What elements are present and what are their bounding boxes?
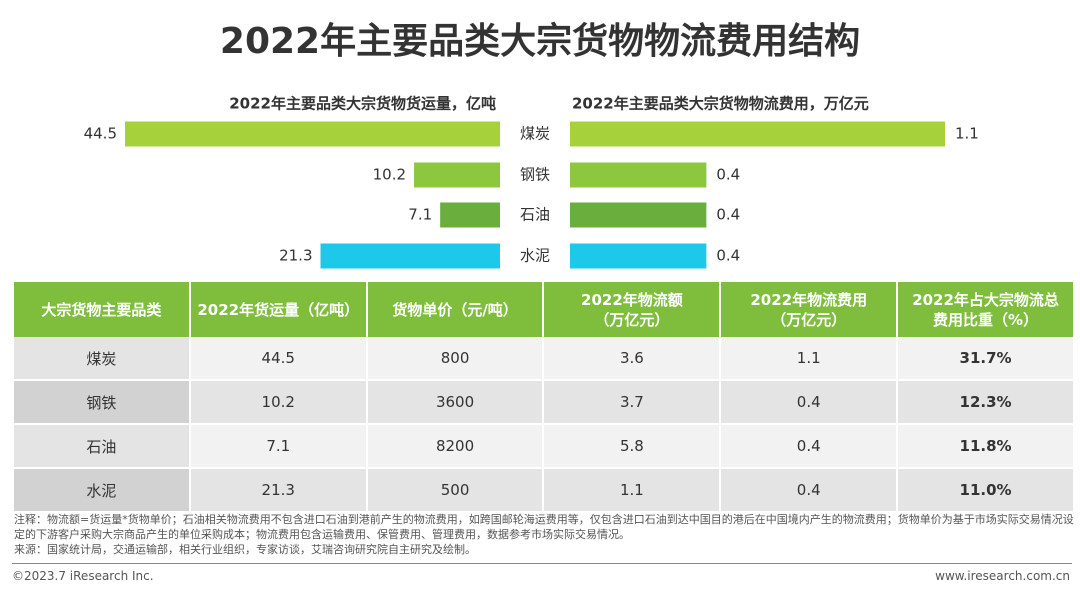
value-label: 0.4 xyxy=(716,247,740,265)
header-cell: 2022年占大宗物流总 费用比重（%） xyxy=(898,282,1073,337)
category-label: 煤炭 xyxy=(520,125,550,143)
value-label: 0.4 xyxy=(716,206,740,224)
table-cell: 1.1 xyxy=(544,469,720,513)
table-cell: 11.0% xyxy=(898,469,1073,513)
table-cell: 水泥 xyxy=(14,469,189,513)
header-cell: 货物单价（元/吨） xyxy=(367,282,543,337)
data-table: 大宗货物主要品类 2022年货运量（亿吨） 货物单价（元/吨） 2022年物流额 （万… xyxy=(12,282,1075,513)
table-cell: 10.2 xyxy=(190,381,366,425)
copyright: ©2023.7 iResearch Inc. xyxy=(12,569,154,583)
note: 注释：物流额=货运量*货物单价；石油相关物流费用不包含进口石油到港前产生的物流费… xyxy=(14,513,1074,541)
chart: 2022年主要品类大宗货物货运量，亿吨 2022年主要品类大宗货物物流费用，万亿元… xyxy=(84,95,979,269)
notes: 注释：物流额=货运量*货物单价；石油相关物流费用不包含进口石油到港前产生的物流费… xyxy=(14,512,1074,557)
table-cell: 钢铁 xyxy=(14,381,189,425)
bar xyxy=(320,243,500,269)
table-cell: 0.4 xyxy=(721,425,897,469)
header-cell: 2022年物流额 （万亿元） xyxy=(544,282,720,337)
category-label: 水泥 xyxy=(520,247,550,265)
table-cell: 11.8% xyxy=(898,425,1073,469)
value-label: 21.3 xyxy=(279,247,312,265)
table-row: 水泥 21.3 500 1.1 0.4 11.0% xyxy=(14,469,1073,513)
value-label: 1.1 xyxy=(955,125,979,143)
table-row: 石油 7.1 8200 5.8 0.4 11.8% xyxy=(14,425,1073,469)
header-cell: 大宗货物主要品类 xyxy=(14,282,189,337)
table-cell: 3.7 xyxy=(544,381,720,425)
bar xyxy=(570,202,707,228)
divider xyxy=(12,563,1072,564)
table-cell: 44.5 xyxy=(190,337,366,381)
bar xyxy=(414,162,500,188)
table-cell: 7.1 xyxy=(190,425,366,469)
website: www.iresearch.com.cn xyxy=(935,569,1070,583)
table-cell: 0.4 xyxy=(721,381,897,425)
table-cell: 3.6 xyxy=(544,337,720,381)
note: 来源：国家统计局，交通运输部，相关行业组织，专家访谈，艾瑞咨询研究院自主研究及绘… xyxy=(14,543,476,556)
table-cell: 3600 xyxy=(367,381,543,425)
header-cell: 2022年货运量（亿吨） xyxy=(190,282,366,337)
table-cell: 煤炭 xyxy=(14,337,189,381)
value-label: 44.5 xyxy=(84,125,117,143)
table-cell: 5.8 xyxy=(544,425,720,469)
value-label: 0.4 xyxy=(716,166,740,184)
table-header: 大宗货物主要品类 2022年货运量（亿吨） 货物单价（元/吨） 2022年物流额 （万… xyxy=(14,282,1073,337)
page-title: 2022年主要品类大宗货物物流费用结构 xyxy=(219,21,861,62)
panel-title: 2022年主要品类大宗货物货运量，亿吨 xyxy=(229,95,496,113)
table-cell: 21.3 xyxy=(190,469,366,513)
table-cell: 800 xyxy=(367,337,543,381)
table-row: 钢铁 10.2 3600 3.7 0.4 12.3% xyxy=(14,381,1073,425)
bar xyxy=(440,202,500,228)
table-cell: 石油 xyxy=(14,425,189,469)
table-row: 煤炭 44.5 800 3.6 1.1 31.7% xyxy=(14,337,1073,381)
header-cell: 2022年物流费用 （万亿元） xyxy=(721,282,897,337)
table-cell: 31.7% xyxy=(898,337,1073,381)
table-cell: 500 xyxy=(367,469,543,513)
bar xyxy=(125,121,500,147)
table-cell: 8200 xyxy=(367,425,543,469)
category-label: 石油 xyxy=(520,206,550,224)
table-cell: 0.4 xyxy=(721,469,897,513)
table-cell: 1.1 xyxy=(721,337,897,381)
value-label: 10.2 xyxy=(373,166,406,184)
category-label: 钢铁 xyxy=(520,166,550,184)
panel-title: 2022年主要品类大宗货物物流费用，万亿元 xyxy=(572,95,869,113)
bar xyxy=(570,243,707,269)
bar xyxy=(570,162,707,188)
bar xyxy=(570,121,945,147)
value-label: 7.1 xyxy=(408,206,432,224)
table-cell: 12.3% xyxy=(898,381,1073,425)
